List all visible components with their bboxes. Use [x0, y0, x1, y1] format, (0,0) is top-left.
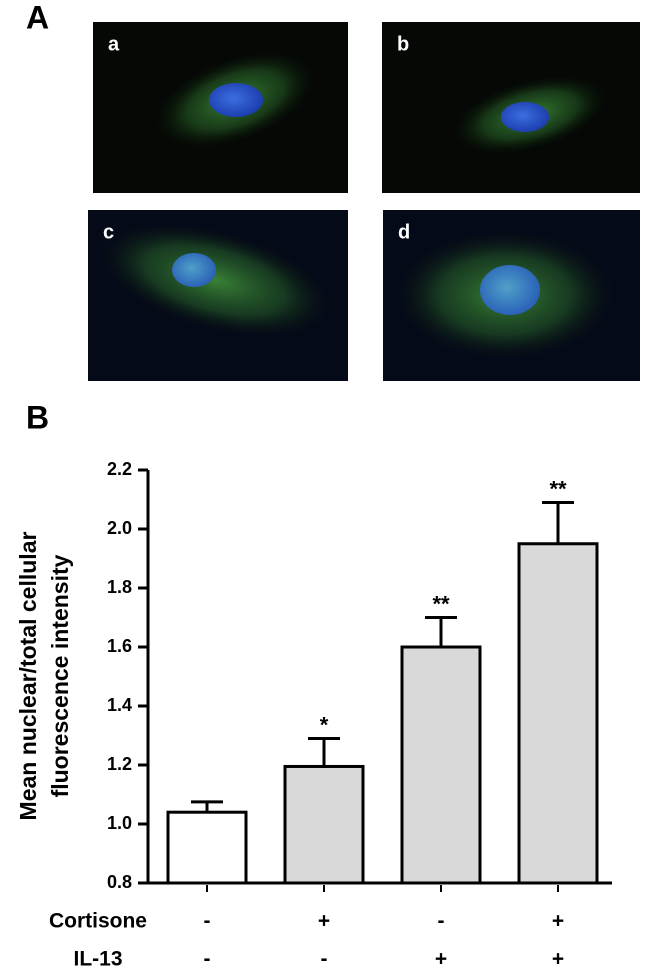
panel-label: B	[26, 399, 49, 435]
micrograph: d	[383, 210, 640, 381]
y-tick-label: 1.2	[107, 754, 132, 774]
factor-level: +	[552, 948, 564, 971]
factor-level: +	[318, 910, 330, 933]
factor-level: +	[552, 910, 564, 933]
bar	[166, 810, 248, 885]
factor-level: -	[204, 910, 211, 933]
micrograph: a	[93, 22, 348, 193]
y-tick-label: 2.2	[107, 459, 132, 479]
annotation: *	[320, 712, 329, 737]
y-tick-label: 1.8	[107, 577, 132, 597]
y-tick-label: 1.4	[107, 695, 132, 715]
y-tick-label: 2.0	[107, 518, 132, 538]
image-label: c	[103, 221, 114, 243]
annotation: **	[432, 591, 450, 616]
factor-level: +	[435, 948, 447, 971]
y-tick-label: 0.8	[107, 872, 132, 892]
image-label: a	[108, 33, 120, 55]
image-label: d	[398, 221, 410, 243]
y-axis-label: Mean nuclear/total cellular	[15, 532, 41, 821]
factor-name: IL-13	[73, 948, 122, 971]
micrograph: c	[88, 210, 348, 381]
annotation: **	[549, 476, 567, 501]
image-label: b	[397, 33, 409, 55]
factor-level: -	[438, 910, 445, 933]
y-axis-label: fluorescence intensity	[47, 554, 73, 797]
panel-label: A	[26, 0, 49, 35]
factor-name: Cortisone	[49, 910, 147, 933]
micrograph: b	[382, 22, 640, 193]
bar	[517, 542, 599, 885]
bar	[283, 764, 365, 885]
bar	[400, 645, 482, 885]
factor-level: -	[204, 948, 211, 971]
y-tick-label: 1.0	[107, 813, 132, 833]
factor-level: -	[321, 948, 328, 971]
y-tick-label: 1.6	[107, 636, 132, 656]
